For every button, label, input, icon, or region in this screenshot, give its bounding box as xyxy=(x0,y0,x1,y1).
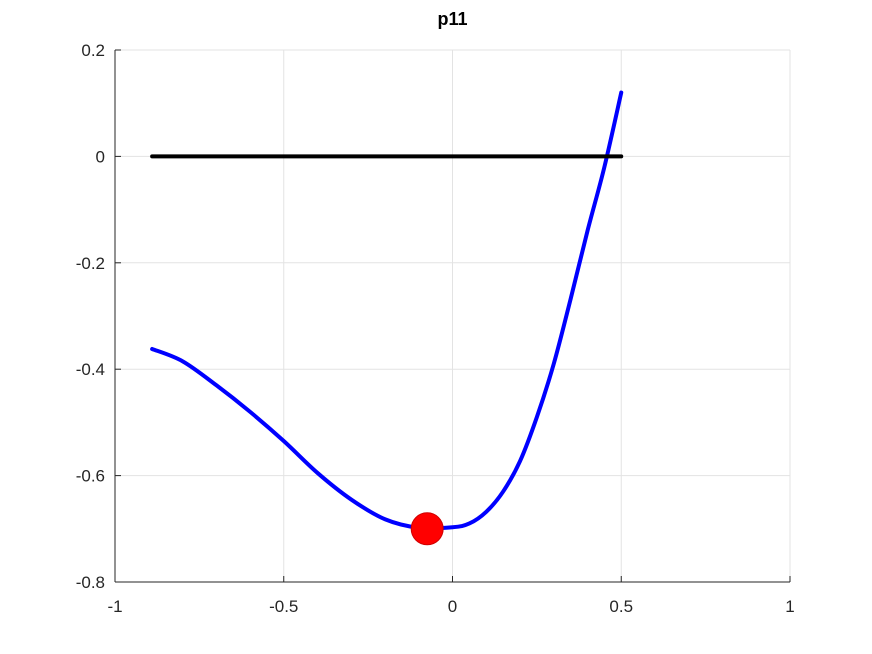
x-tick-label: -0.5 xyxy=(269,597,298,616)
series-layer xyxy=(150,90,624,531)
y-tick-label: -0.2 xyxy=(76,254,105,273)
y-tick-label: 0.2 xyxy=(81,41,105,60)
x-tick-label: 1 xyxy=(785,597,794,616)
y-tick-label: -0.8 xyxy=(76,573,105,592)
x-tick-label: 0 xyxy=(448,597,457,616)
series-line-0 xyxy=(150,90,624,531)
y-tick-label: 0 xyxy=(96,147,105,166)
point-marker-0 xyxy=(410,512,444,546)
x-tick-label: -1 xyxy=(107,597,122,616)
marker-layer xyxy=(410,512,444,546)
axes: -1 -0.5 0 0.5 1 -0.8 -0.6 -0.4 -0.2 0 0.2 xyxy=(76,41,795,616)
y-tick-label: -0.6 xyxy=(76,467,105,486)
y-tick-label: -0.4 xyxy=(76,360,105,379)
x-tick-label: 0.5 xyxy=(609,597,633,616)
chart-title: p11 xyxy=(437,9,467,29)
grid xyxy=(114,49,791,583)
